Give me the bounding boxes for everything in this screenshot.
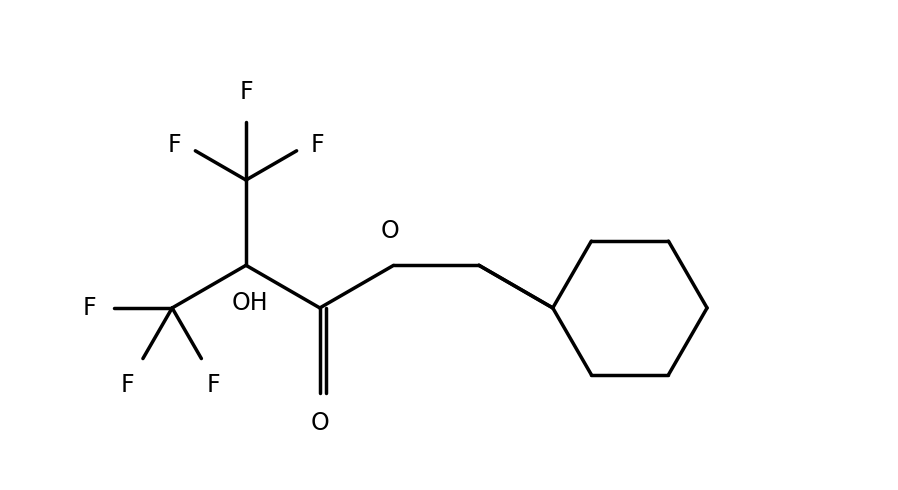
Text: F: F (311, 133, 324, 157)
Text: F: F (167, 133, 181, 157)
Text: F: F (120, 373, 134, 397)
Text: OH: OH (232, 291, 269, 315)
Text: F: F (83, 296, 96, 320)
Text: F: F (207, 373, 220, 397)
Text: O: O (380, 219, 399, 243)
Text: F: F (239, 80, 253, 104)
Text: O: O (311, 411, 330, 435)
